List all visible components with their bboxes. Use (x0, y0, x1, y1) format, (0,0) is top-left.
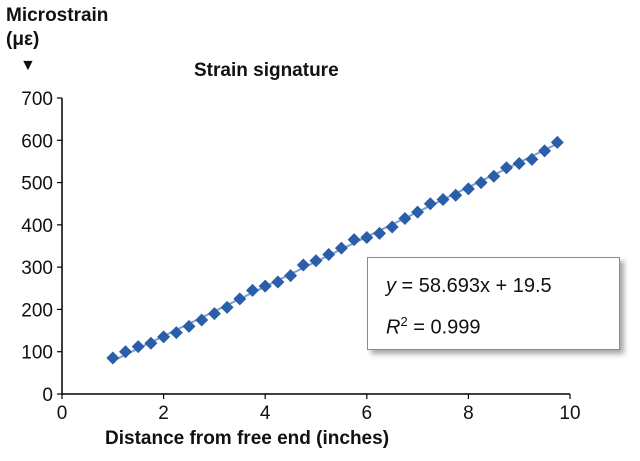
data-point (119, 345, 132, 359)
y-tick-label: 600 (21, 131, 53, 152)
y-tick-label: 0 (42, 385, 53, 406)
data-point (157, 330, 171, 344)
data-points (106, 135, 564, 365)
r-squared: R2 = 0.999 (386, 304, 619, 346)
x-tick-label: 6 (362, 403, 373, 424)
chart-title: Strain signature (194, 60, 339, 81)
data-point (182, 319, 196, 333)
y-axis-label: Microstrain (με) (6, 4, 108, 52)
data-point (106, 351, 120, 365)
axes: 0 100 200 300 400 500 600 700 0 2 4 6 8 10 (21, 89, 580, 424)
x-tick-label: 2 (158, 403, 169, 424)
data-point (207, 307, 221, 321)
data-point (334, 241, 348, 255)
data-point (436, 192, 450, 206)
data-point (398, 212, 412, 226)
data-point (246, 283, 259, 297)
x-tick-label: 4 (260, 403, 271, 424)
y-tick-label: 200 (21, 300, 53, 321)
data-point (322, 247, 336, 261)
y-axis-label-line1: Microstrain (6, 5, 109, 26)
r-letter: R (386, 316, 401, 339)
data-point (461, 182, 475, 196)
y-axis-label-line2: (με) (6, 29, 40, 50)
y-tick-label: 300 (21, 258, 53, 279)
data-point (385, 220, 399, 234)
data-point (500, 161, 513, 175)
data-point (550, 135, 564, 149)
data-point (284, 269, 298, 283)
y-tick-label: 500 (21, 174, 53, 195)
data-point (169, 326, 183, 340)
data-point (411, 205, 425, 219)
data-point (296, 258, 310, 272)
data-point (258, 279, 272, 293)
data-point (525, 152, 539, 166)
x-tick-label: 10 (559, 403, 580, 424)
data-point (449, 188, 463, 202)
y-tick-label: 700 (21, 89, 53, 110)
data-point (233, 292, 247, 306)
data-point (360, 231, 374, 245)
data-point (220, 300, 234, 314)
regression-equation: y = 58.693x + 19.5 (386, 268, 619, 304)
data-point (512, 157, 526, 171)
data-point (195, 313, 209, 327)
y-tick-label: 100 (21, 343, 53, 364)
y-tick-label: 400 (21, 216, 53, 237)
x-axis-label: Distance from free end (inches) (105, 428, 390, 449)
down-arrow-icon: ▼ (20, 57, 36, 74)
data-point (487, 169, 501, 183)
equation-y: y (386, 275, 396, 297)
r-squared-value: = 0.999 (407, 316, 481, 339)
r-superscript: 2 (400, 314, 408, 329)
data-point (144, 336, 158, 350)
data-point (474, 176, 488, 190)
regression-annotation: y = 58.693x + 19.5 R2 = 0.999 (367, 257, 620, 350)
data-point (373, 226, 386, 240)
data-point (538, 144, 552, 158)
data-point (271, 275, 285, 289)
data-point (131, 340, 145, 354)
data-point (309, 254, 323, 268)
x-tick-label: 0 (57, 403, 68, 424)
data-point (347, 233, 361, 247)
data-point (423, 197, 437, 211)
x-tick-label: 8 (463, 403, 474, 424)
equation-rest: = 58.693x + 19.5 (396, 275, 552, 297)
